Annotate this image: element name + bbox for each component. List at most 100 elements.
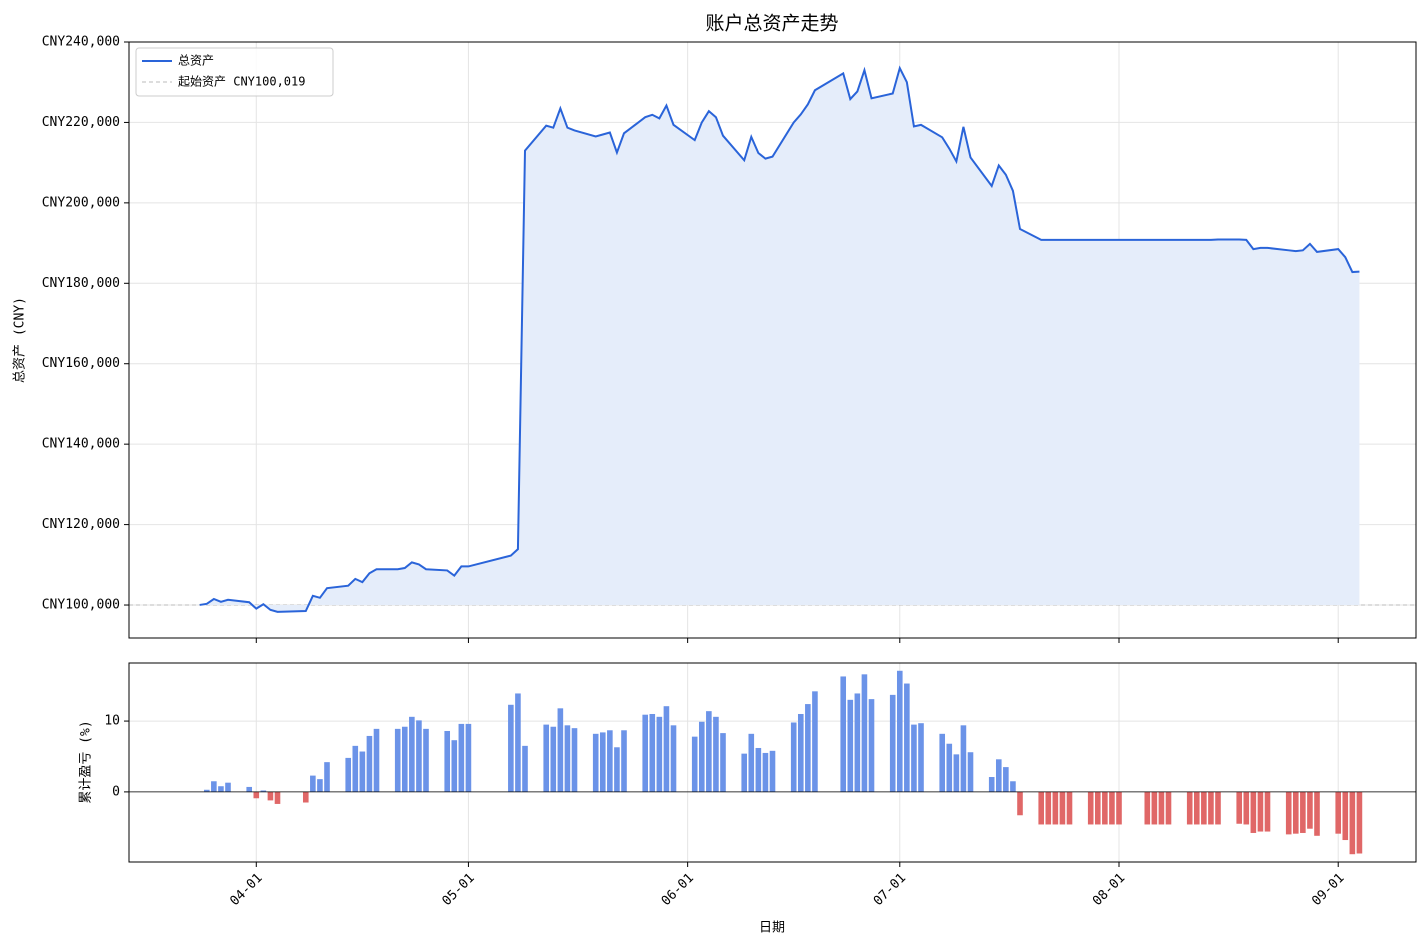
- bar: [1314, 791, 1320, 836]
- bar: [656, 716, 663, 792]
- bar: [1087, 791, 1094, 825]
- bar: [508, 704, 514, 792]
- legend-label: 总资产: [178, 54, 214, 68]
- bar: [324, 762, 330, 792]
- bar: [366, 735, 373, 792]
- bar: [713, 716, 719, 792]
- bar: [854, 693, 861, 792]
- y-tick-label: CNY220,000: [42, 115, 120, 130]
- bar: [762, 752, 769, 792]
- bar: [345, 757, 352, 792]
- bar: [1144, 791, 1151, 825]
- bar: [1010, 781, 1016, 792]
- bar: [953, 754, 960, 792]
- y-tick-label: CNY160,000: [42, 356, 120, 371]
- bar: [260, 790, 267, 792]
- bar: [1257, 791, 1264, 832]
- bar: [840, 676, 847, 792]
- bar: [663, 706, 670, 792]
- bar: [797, 713, 804, 792]
- bar: [1201, 791, 1207, 825]
- y-tick-label: 10: [104, 714, 120, 729]
- line: [199, 65, 1360, 613]
- y-tick-label: CNY200,000: [42, 195, 120, 210]
- y-tick-label: CNY120,000: [42, 517, 120, 532]
- bar: [543, 724, 550, 792]
- bar: [1116, 791, 1122, 825]
- bar: [253, 791, 260, 799]
- bar: [1094, 791, 1101, 825]
- area: [199, 68, 1360, 612]
- bar: [1151, 791, 1158, 825]
- bar: [1236, 791, 1243, 824]
- bar: [515, 693, 521, 792]
- bar: [1285, 791, 1292, 835]
- bar: [267, 791, 274, 801]
- bar: [246, 786, 253, 792]
- bar: [1250, 791, 1257, 833]
- bar: [571, 728, 578, 792]
- bar: [911, 724, 917, 792]
- bar: [1017, 791, 1023, 816]
- y-axis-label: 累计盈亏 (%): [79, 720, 94, 803]
- bar: [706, 711, 712, 792]
- bar: [805, 704, 811, 792]
- bar: [1356, 791, 1363, 854]
- bar: [302, 791, 309, 803]
- bar: [416, 720, 422, 792]
- bar: [691, 736, 698, 792]
- bar: [423, 728, 429, 792]
- bar: [748, 733, 755, 792]
- bar: [649, 713, 656, 792]
- bar: [1045, 791, 1052, 825]
- bar: [904, 683, 910, 792]
- bar: [642, 714, 649, 792]
- bar: [1066, 791, 1073, 825]
- bar: [1059, 791, 1066, 825]
- bar: [373, 728, 380, 792]
- bar: [621, 730, 627, 792]
- bar: [317, 779, 323, 792]
- bar: [698, 721, 705, 792]
- bar: [1052, 791, 1059, 825]
- bar: [1342, 791, 1349, 841]
- legend-box: [135, 47, 334, 97]
- legend-label: 起始资产 CNY100,019: [178, 75, 305, 89]
- bar: [550, 726, 557, 792]
- bar: [614, 747, 620, 792]
- bar: [1109, 791, 1115, 825]
- bar: [939, 733, 946, 792]
- bar: [960, 725, 967, 792]
- bar: [1292, 791, 1299, 834]
- bar: [988, 777, 995, 792]
- bar: [1307, 791, 1313, 829]
- bar: [359, 751, 366, 792]
- bar: [1165, 791, 1172, 825]
- bar: [211, 781, 217, 792]
- bar: [444, 730, 451, 792]
- bar: [352, 745, 359, 792]
- bar: [1335, 791, 1342, 834]
- bar: [720, 733, 726, 792]
- bar: [995, 759, 1002, 792]
- bar: [1300, 791, 1306, 833]
- bar: [1243, 791, 1250, 825]
- bar: [1215, 791, 1221, 825]
- bar: [861, 674, 868, 792]
- bar: [1208, 791, 1214, 825]
- bar: [274, 791, 281, 804]
- bar: [557, 708, 564, 792]
- chart-title: 账户总资产走势: [705, 13, 838, 35]
- bar: [946, 743, 953, 792]
- bar: [918, 723, 924, 792]
- bar: [812, 691, 818, 792]
- bar: [592, 733, 599, 792]
- bar: [225, 782, 231, 792]
- axes-frame: [128, 41, 1417, 639]
- bar: [203, 789, 210, 792]
- bar: [409, 716, 415, 792]
- bar: [401, 726, 408, 792]
- bar: [310, 775, 316, 792]
- bar: [670, 725, 677, 792]
